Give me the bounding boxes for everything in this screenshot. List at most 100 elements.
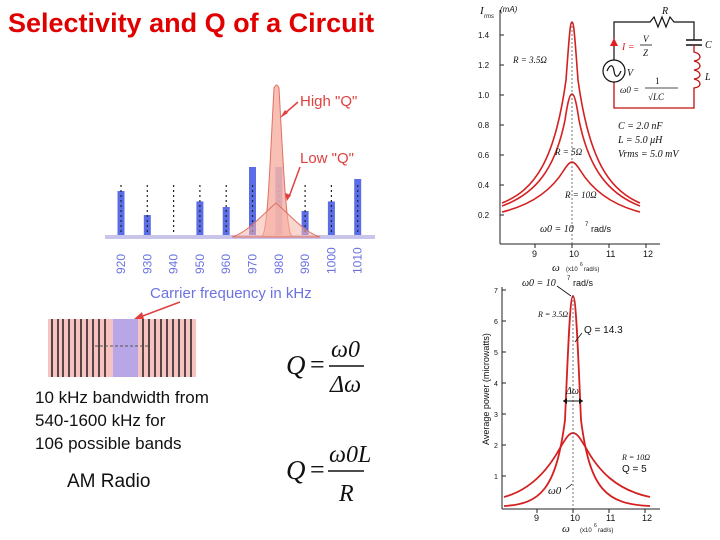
- delta-omega-left-arrow: [563, 398, 567, 404]
- power-y-ticks: 7 6 5 4 3 2 1: [494, 288, 506, 481]
- power-y-tick-label: 7: [494, 288, 498, 295]
- inductor-coil: [613, 45, 701, 109]
- current-y-ticks: 1.4 1.2 1.0 0.8 0.6 0.4 0.2: [478, 31, 504, 220]
- frequency-tick-label: 950: [193, 254, 207, 274]
- current-label-r10: R = 10Ω: [564, 190, 597, 200]
- delta-omega-right-arrow: [579, 398, 583, 404]
- power-ylabel: Average power (microwatts): [481, 333, 491, 445]
- power-y-tick-label: 3: [494, 412, 498, 419]
- resistor-symbol: [613, 15, 695, 40]
- current-xlabel: ω: [552, 262, 560, 274]
- circuit-c-label: C: [705, 40, 712, 51]
- formula1-lhs: Q: [286, 350, 306, 380]
- am-spectrum-figure: 920 930 940 950 960 970 980 990 1000 1010 High "Q…: [105, 84, 375, 319]
- current-label-r35: R = 3.5Ω: [512, 55, 547, 65]
- spectrum-frequency-ticks: 920 930 940 950 960 970 980 990 1000 1010: [114, 185, 365, 274]
- frequency-tick-label: 1000: [324, 247, 338, 274]
- spectrum-bar: [196, 201, 204, 235]
- frequency-tick-label: 960: [219, 254, 233, 274]
- current-y-tick-label: 0.8: [478, 121, 490, 130]
- power-top-arrow: [556, 285, 572, 297]
- power-label-r35: R = 3.5Ω: [537, 310, 568, 319]
- power-x-tick-label: 11: [606, 513, 615, 523]
- band-lines: [51, 319, 192, 377]
- current-y-tick-label: 1.0: [478, 91, 490, 100]
- circuit-w-eq-den: √LC: [648, 92, 665, 102]
- power-label-delta-omega: Δω: [565, 386, 579, 397]
- band-callout-arrow: [139, 301, 181, 318]
- formula2-equals: =: [310, 455, 325, 484]
- power-xunit-tail: rad/s): [598, 528, 613, 534]
- param-capacitance: C = 2.0 nF: [618, 121, 663, 132]
- high-q-peak: [260, 84, 294, 238]
- power-x-tick-label: 10: [570, 513, 580, 523]
- q-label-pointer: [574, 332, 583, 343]
- circuit-w-eq-lhs: ω0 =: [620, 85, 639, 95]
- power-resonance-plot: 7 6 5 4 3 2 1 9 10 11 12 Average power (microwatt…: [481, 276, 660, 535]
- circuit-v-label: V: [627, 68, 635, 79]
- spectrum-bar: [327, 201, 335, 235]
- current-x-tick-label: 11: [606, 249, 615, 259]
- power-x-tick-label: 12: [642, 513, 652, 523]
- current-y-tick-label: 0.4: [478, 181, 490, 190]
- high-q-arrowhead: [280, 110, 288, 118]
- formula2-numerator: ω0L: [329, 442, 371, 468]
- ac-sine-icon: [606, 65, 622, 77]
- spectrum-bar: [301, 211, 309, 235]
- frequency-tick-label: 920: [114, 254, 128, 274]
- power-label-r10: R = 10Ω: [621, 453, 650, 462]
- slide-title: Selectivity and Q of a Circuit: [8, 8, 375, 38]
- band-text-line-1: 10 kHz bandwidth from: [35, 388, 209, 407]
- current-yunit: (mA): [500, 5, 518, 14]
- frequency-tick-label: 1010: [351, 247, 365, 274]
- frequency-tick-label: 930: [140, 254, 154, 274]
- current-y-tick-label: 0.2: [478, 211, 490, 220]
- current-arrow-icon: [610, 38, 618, 46]
- formula1-numerator: ω0: [331, 337, 360, 363]
- circuit-i-eq-lhs: I =: [621, 42, 635, 53]
- q-formula-1: Q = ω0 Δω: [286, 337, 364, 398]
- current-x-ticks: 9 10 11 12: [532, 244, 653, 259]
- param-inductance: L = 5.0 μH: [617, 135, 663, 146]
- current-xunit: (x10: [566, 267, 578, 273]
- spectrum-bars: [117, 167, 362, 235]
- power-y-tick-label: 1: [494, 474, 498, 481]
- circuit-w-eq-num: 1: [655, 76, 660, 86]
- formula2-denominator: R: [338, 481, 354, 507]
- current-x-tick-label: 10: [569, 249, 579, 259]
- power-xlabel: ω: [562, 523, 570, 535]
- power-x-ticks: 9 10 11 12: [534, 509, 652, 523]
- power-xunit-exp: 6: [594, 523, 597, 529]
- low-q-label: Low "Q": [300, 150, 354, 167]
- circuit-l-label: L: [704, 72, 711, 83]
- circuit-r-label: R: [661, 6, 668, 17]
- current-y-tick-label: 0.6: [478, 151, 490, 160]
- param-voltage: Vrms = 5.0 mV: [618, 149, 680, 160]
- power-x-tick-label: 9: [534, 513, 539, 523]
- spectrum-xlabel: Carrier frequency in kHz: [150, 285, 312, 302]
- high-q-label: High "Q": [300, 93, 357, 110]
- frequency-tick-label: 980: [272, 254, 286, 274]
- power-top-unit: rad/s: [573, 278, 594, 288]
- current-y-tick-label: 1.4: [478, 31, 490, 40]
- current-x-tick-label: 9: [532, 249, 537, 259]
- formula1-equals: =: [310, 350, 325, 379]
- spectrum-bar: [117, 191, 125, 235]
- am-radio-label: AM Radio: [67, 471, 150, 492]
- omega0-pointer: [565, 483, 573, 490]
- current-ylabel-sub: rms: [484, 14, 494, 20]
- frequency-tick-label: 940: [167, 254, 181, 274]
- current-resonance-exp: 7: [585, 222, 589, 228]
- current-y-tick-label: 1.2: [478, 61, 490, 70]
- circuit-i-eq-num: V: [643, 34, 650, 44]
- power-top-exp: 7: [567, 276, 571, 282]
- selected-band: [113, 319, 138, 377]
- current-ylabel: I: [479, 5, 485, 17]
- band-callout-arrowhead: [134, 312, 144, 319]
- current-xunit-exp: 6: [580, 262, 583, 268]
- circuit-i-eq-den: Z: [643, 48, 649, 58]
- frequency-tick-label: 990: [298, 254, 312, 274]
- q-formula-2: Q = ω0L R: [286, 442, 371, 507]
- current-resonance-unit: rad/s: [591, 224, 612, 234]
- power-y-tick-label: 6: [494, 319, 498, 326]
